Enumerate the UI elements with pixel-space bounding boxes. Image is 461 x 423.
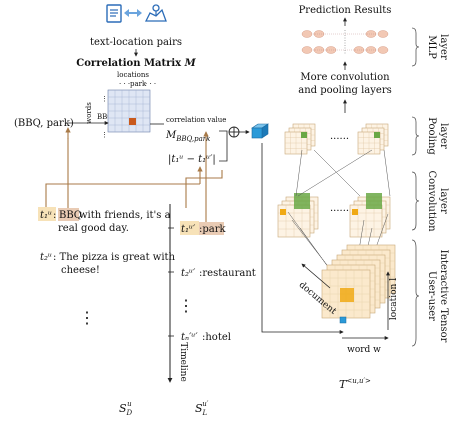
- mlp-node: [377, 46, 389, 54]
- s-d-label: SDu: [119, 400, 133, 417]
- timeline-loc-park: :park: [199, 224, 227, 235]
- conv-orange-cell: [352, 209, 358, 215]
- s-l-label: SLu′: [195, 400, 209, 417]
- pooling-map-stack: [284, 131, 308, 155]
- correlation-value-symbol: MBBQ,park: [165, 130, 210, 143]
- timeline-t2: t₂ᵘ′: [181, 268, 196, 279]
- pooling-feature-maps: [284, 123, 389, 155]
- doc-t1-bbq: BBQ: [59, 210, 82, 221]
- interactive-tensor: [321, 244, 396, 319]
- timeline-vdots: ⋮: [178, 296, 194, 315]
- feature-map-accent: [301, 132, 307, 138]
- pooling-layer-label-1: Pooling: [426, 117, 437, 155]
- axis-location: location l: [389, 278, 399, 320]
- tensor-blue-cell-icon: [339, 316, 347, 324]
- matrix-dots-top-right: · · ·: [145, 80, 156, 88]
- mlp-layer-label-2: layer: [438, 34, 449, 60]
- tl-t1-highlight: [180, 221, 199, 235]
- map-location-icon: [144, 4, 167, 22]
- doc-t1-text-2: real good day.: [58, 223, 129, 234]
- matrix-dots-left-bottom: ⋮: [101, 131, 108, 139]
- matrix-axis-words: words: [85, 102, 93, 124]
- mlp-layer-label-1: MLP: [426, 35, 437, 59]
- axis-word: word w: [347, 345, 381, 355]
- document-axis-arrow: [301, 263, 331, 289]
- prediction-results: Prediction Results: [299, 5, 392, 16]
- conv-green-patch: [294, 193, 310, 209]
- matrix-highlight-cell: [129, 118, 136, 125]
- doc-t1-label: t₁ᵘ: [40, 210, 52, 221]
- time-difference: |t₁ᵘ − t₁ᵘ′|: [168, 154, 216, 165]
- timeline-t1: t₁ᵘ′: [181, 224, 196, 235]
- document-icon: [106, 4, 122, 23]
- matrix-axis-locations: locations: [117, 71, 149, 79]
- doc-t1-text: with friends, it's a: [79, 210, 171, 221]
- conv-dots: ······: [330, 206, 349, 217]
- interaction-cube-icon: [251, 123, 269, 139]
- matrix-row-bbq: BBQ: [97, 113, 113, 121]
- matrix-dots-top: · · ·: [119, 80, 130, 88]
- more-conv-line-1: More convolution: [300, 72, 390, 83]
- park-highlight: [199, 222, 224, 235]
- tensor-label-2: Interactive Tensor: [438, 250, 449, 343]
- mlp-node: [301, 30, 313, 38]
- more-conv-line-2: and pooling layers: [298, 85, 391, 96]
- pooling-map-stack: [357, 131, 381, 155]
- pairs-label: text-location pairs: [90, 37, 182, 48]
- bbq-highlight: [58, 208, 79, 221]
- conv-orange-cell: [280, 209, 286, 215]
- timeline-loc-restaurant: :restaurant: [199, 268, 256, 279]
- conv-feature-maps: [277, 193, 391, 238]
- tensor-symbol: T<u,u′>: [339, 377, 371, 391]
- feature-map-accent: [374, 132, 380, 138]
- mlp-node: [301, 46, 313, 54]
- doc-t1-colon: :: [53, 210, 56, 221]
- cube-to-tensor-arrow: [261, 143, 344, 334]
- matrix-title: Correlation Matrix M: [76, 58, 196, 69]
- mlp-nodes: [301, 30, 389, 54]
- pooling-layer-label-2: layer: [438, 123, 449, 149]
- mlp-node: [377, 30, 389, 38]
- layer-brackets: [411, 27, 420, 347]
- timeline-loc-hotel: :hotel: [202, 332, 231, 343]
- matrix-col-park: park: [130, 80, 147, 88]
- t1-highlight: [38, 207, 56, 221]
- doc-vdots: ⋮: [79, 308, 95, 327]
- timeline-label: Timeline: [178, 342, 188, 382]
- conv-layer-label-2: layer: [438, 188, 449, 214]
- correlation-value-label: correlation value: [166, 116, 226, 124]
- tensor-label-1: User-user: [426, 271, 437, 321]
- doc-t2-label: t₂ᵘ: [40, 252, 52, 263]
- time-diff-connector: [219, 140, 228, 162]
- pooling-dots: ······: [330, 134, 349, 145]
- conv-layer-label-1: Convolution: [426, 170, 437, 232]
- matrix-dots-left: ⋮: [101, 95, 108, 103]
- correlation-matrix-grid: [107, 89, 151, 133]
- corr-connector: [219, 130, 228, 140]
- doc-t2-text-2: cheese!: [61, 265, 100, 276]
- doc-t2-text: : The pizza is great with: [53, 252, 176, 263]
- timeline-tn: tₙ′ᵘ′: [181, 332, 198, 343]
- bidirectional-arrow-icon: [124, 9, 142, 17]
- tensor-receptive-field: [340, 288, 354, 302]
- pair-bbq-park: (BBQ, park): [14, 118, 74, 129]
- conv-green-patch: [366, 193, 382, 209]
